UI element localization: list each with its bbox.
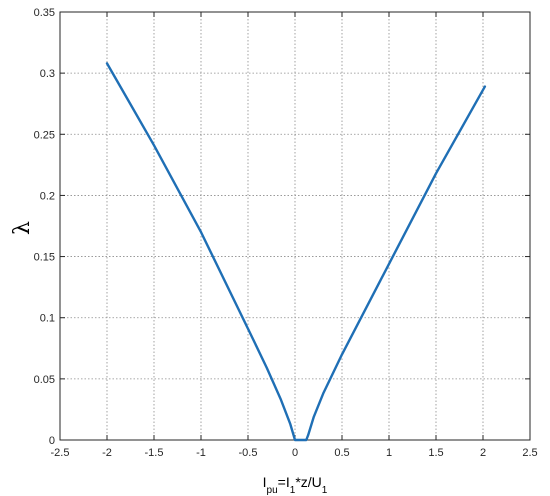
x-tick-label: 1.5: [428, 447, 443, 459]
x-axis-label-part: =I: [278, 474, 290, 490]
x-tick-label: 2: [480, 447, 486, 459]
y-tick-label: 0.2: [40, 190, 55, 202]
grid-lines: [60, 12, 530, 440]
y-tick-label: 0.35: [34, 7, 55, 19]
x-axis-label-part: 1: [290, 485, 296, 496]
x-tick-label: -2: [102, 447, 112, 459]
x-tick-label: 0: [292, 447, 298, 459]
y-tick-label: 0.1: [40, 313, 55, 325]
x-tick-labels: -2.5 -2 -1.5 -1 -0.5 0 0.5 1 1.5 2 2.5: [51, 447, 538, 459]
y-tick-label: 0.25: [34, 129, 55, 141]
x-tick-label: -1: [196, 447, 206, 459]
y-tick-label: 0: [49, 435, 55, 447]
x-axis-label-part: I: [263, 474, 267, 490]
x-axis-label-part: pu: [267, 485, 278, 496]
x-axis-label-part: 1: [322, 485, 328, 496]
y-tick-label: 0.3: [40, 68, 55, 80]
x-tick-label: 0.5: [334, 447, 349, 459]
y-axis-label: λ: [10, 221, 35, 235]
series-group: [105, 62, 487, 442]
x-tick-label: 2.5: [522, 447, 537, 459]
x-tick-label: -2.5: [51, 447, 70, 459]
x-tick-label: 1: [386, 447, 392, 459]
y-tick-label: 0.15: [34, 252, 55, 264]
y-tick-label: 0.05: [34, 374, 55, 386]
x-axis-label: Ipu=I1*z/U1: [263, 474, 328, 496]
series-line: [105, 62, 487, 442]
x-tick-label: -1.5: [145, 447, 164, 459]
x-axis-label-part: *z/U: [295, 474, 321, 490]
y-tick-labels: 0 0.05 0.1 0.15 0.2 0.25 0.3 0.35: [34, 7, 55, 447]
x-tick-label: -0.5: [239, 447, 258, 459]
